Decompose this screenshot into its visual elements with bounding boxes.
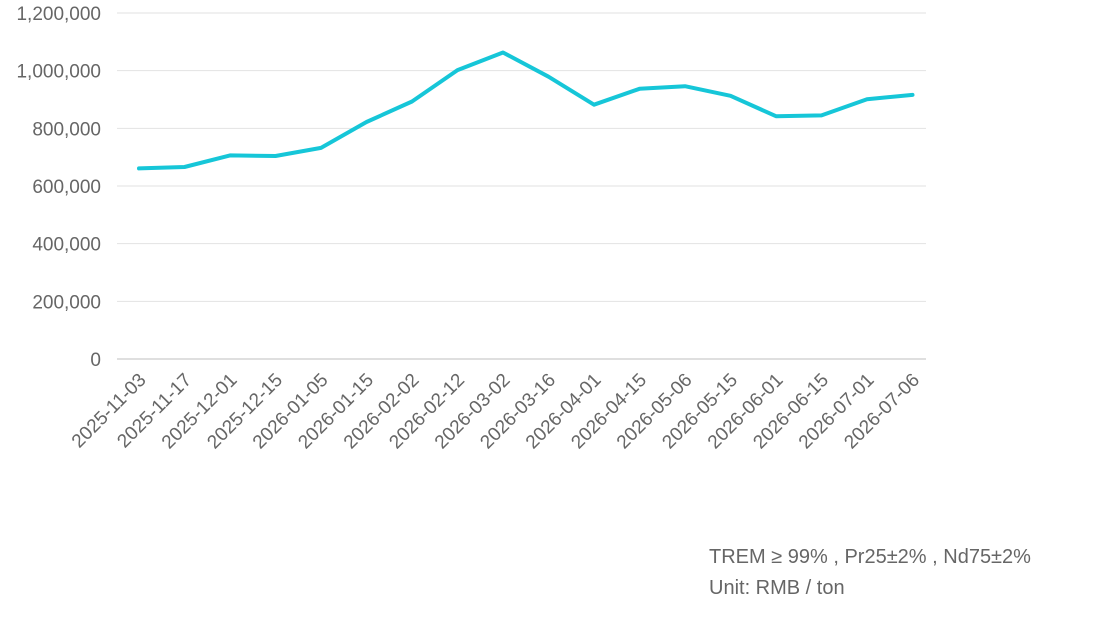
y-tick-label: 200,000 — [32, 292, 101, 313]
y-tick-label: 0 — [90, 350, 101, 371]
y-tick-label: 600,000 — [32, 177, 101, 198]
gridlines — [117, 12, 926, 302]
y-axis-tick-labels: 0 200,000 400,000 600,000 800,000 1,000,000 1,… — [16, 4, 101, 371]
y-tick-label: 1,000,000 — [16, 62, 101, 83]
spec-note: TREM ≥ 99% , Pr25±2% , Nd75±2% — [709, 546, 1031, 568]
y-tick-label: 400,000 — [32, 235, 101, 256]
series-line — [137, 50, 915, 171]
unit-note: Unit: RMB / ton — [709, 577, 845, 599]
y-tick-label: 1,200,000 — [16, 4, 101, 25]
x-axis-tick-labels: 2025-11-032025-11-172025-12-012025-12-15… — [68, 370, 924, 454]
y-tick-label: 800,000 — [32, 119, 101, 140]
